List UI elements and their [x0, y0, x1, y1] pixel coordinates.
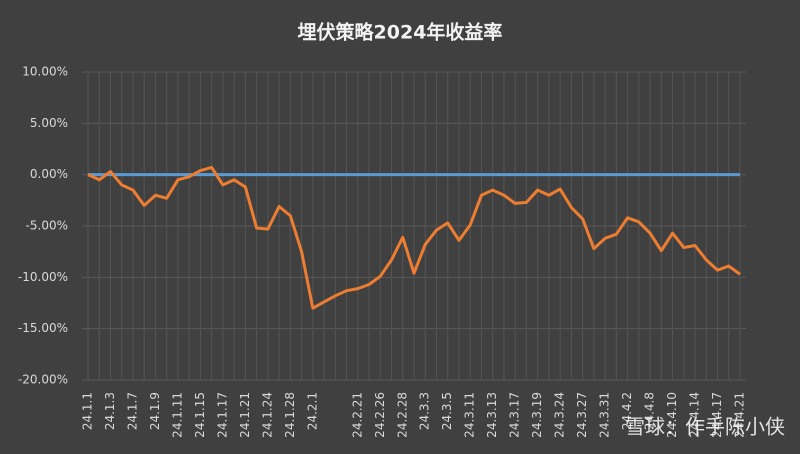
x-tick-label: 24.1.9 [148, 392, 162, 430]
x-tick-label: 24.4.17 [710, 392, 724, 438]
chart-title: 埋伏策略2024年收益率 [298, 21, 503, 44]
x-tick-label: 24.3.13 [485, 392, 499, 438]
x-tick-label: 24.1.15 [193, 392, 207, 438]
y-tick-label: -15.00% [18, 321, 68, 335]
y-tick-label: 5.00% [30, 116, 68, 130]
x-tick-label: 24.1.28 [283, 392, 297, 438]
x-tick-label: 24.2.26 [373, 392, 387, 438]
x-tick-label: 24.1.24 [260, 392, 274, 438]
x-tick-label: 24.1.17 [215, 392, 229, 438]
x-tick-label: 24.3.24 [553, 392, 567, 438]
x-tick-label: 24.3.17 [508, 392, 522, 438]
x-tick-label: 24.3.27 [575, 392, 589, 438]
x-tick-label: 24.4.2 [620, 392, 634, 430]
watermark: 雪球：作手陈小侠 [625, 415, 785, 439]
y-tick-label: -5.00% [26, 219, 68, 233]
x-tick-label: 24.2.21 [350, 392, 364, 438]
x-tick-label: 24.1.1 [81, 392, 95, 430]
x-tick-label: 24.1.21 [238, 392, 252, 438]
x-tick-label: 24.3.19 [530, 392, 544, 438]
x-tick-label: 24.1.3 [103, 392, 117, 430]
x-tick-label: 24.4.10 [665, 392, 679, 438]
y-tick-label: -20.00% [18, 373, 68, 387]
series-line [87, 165, 741, 310]
x-tick-label: 24.4.14 [688, 392, 702, 438]
x-tick-label: 24.3.3 [418, 392, 432, 430]
y-tick-label: 0.00% [30, 167, 68, 181]
x-tick-label: 24.2.1 [305, 392, 319, 430]
x-tick-label: 24.4.8 [643, 392, 657, 430]
x-tick-label: 24.3.11 [463, 392, 477, 438]
y-tick-label: -10.00% [18, 270, 68, 284]
x-tick-label: 24.1.7 [125, 392, 139, 430]
x-tick-label: 24.2.28 [395, 392, 409, 438]
x-tick-label: 24.1.11 [170, 392, 184, 438]
x-tick-label: 24.3.5 [440, 392, 454, 430]
x-tick-label: 24.3.31 [598, 392, 612, 438]
y-tick-label: 10.00% [22, 65, 68, 79]
x-tick-label: 24.4.21 [733, 392, 747, 438]
